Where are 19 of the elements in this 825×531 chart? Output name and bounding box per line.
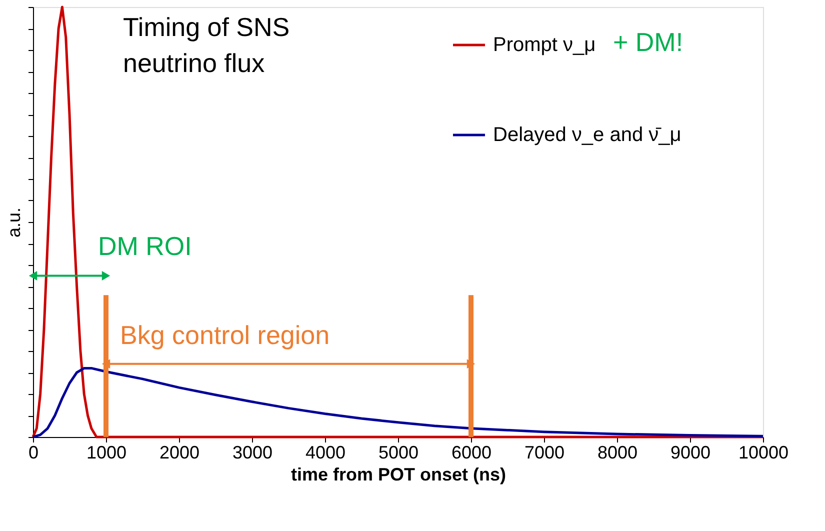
x-tick-label: 1000 <box>86 442 127 462</box>
x-tick-label: 7000 <box>524 442 565 462</box>
annotation: + DM! <box>613 27 684 57</box>
x-tick-label: 3000 <box>232 442 273 462</box>
x-tick-label: 4000 <box>305 442 346 462</box>
annotation: DM ROI <box>98 230 192 261</box>
x-tick-label: 8000 <box>597 442 638 462</box>
x-tick-label: 2000 <box>159 442 200 462</box>
text: Timing of SNS neutrino flux <box>123 12 290 78</box>
x-tick-label: 5000 <box>378 442 419 462</box>
x-tick-label: 10000 <box>738 442 789 462</box>
x-tick-label: 0 <box>28 442 39 462</box>
legend-label: Prompt ν_μ <box>493 34 596 56</box>
annotation: Bkg control region <box>120 320 330 350</box>
x-tick-label: 9000 <box>670 442 711 462</box>
x-axis-title: time from POT onset (ns) <box>290 464 506 484</box>
y-axis-title: a.u. <box>4 207 24 238</box>
legend-label: Delayed ν_e and ν̄_μ <box>493 124 682 146</box>
x-tick-label: 6000 <box>451 442 492 462</box>
